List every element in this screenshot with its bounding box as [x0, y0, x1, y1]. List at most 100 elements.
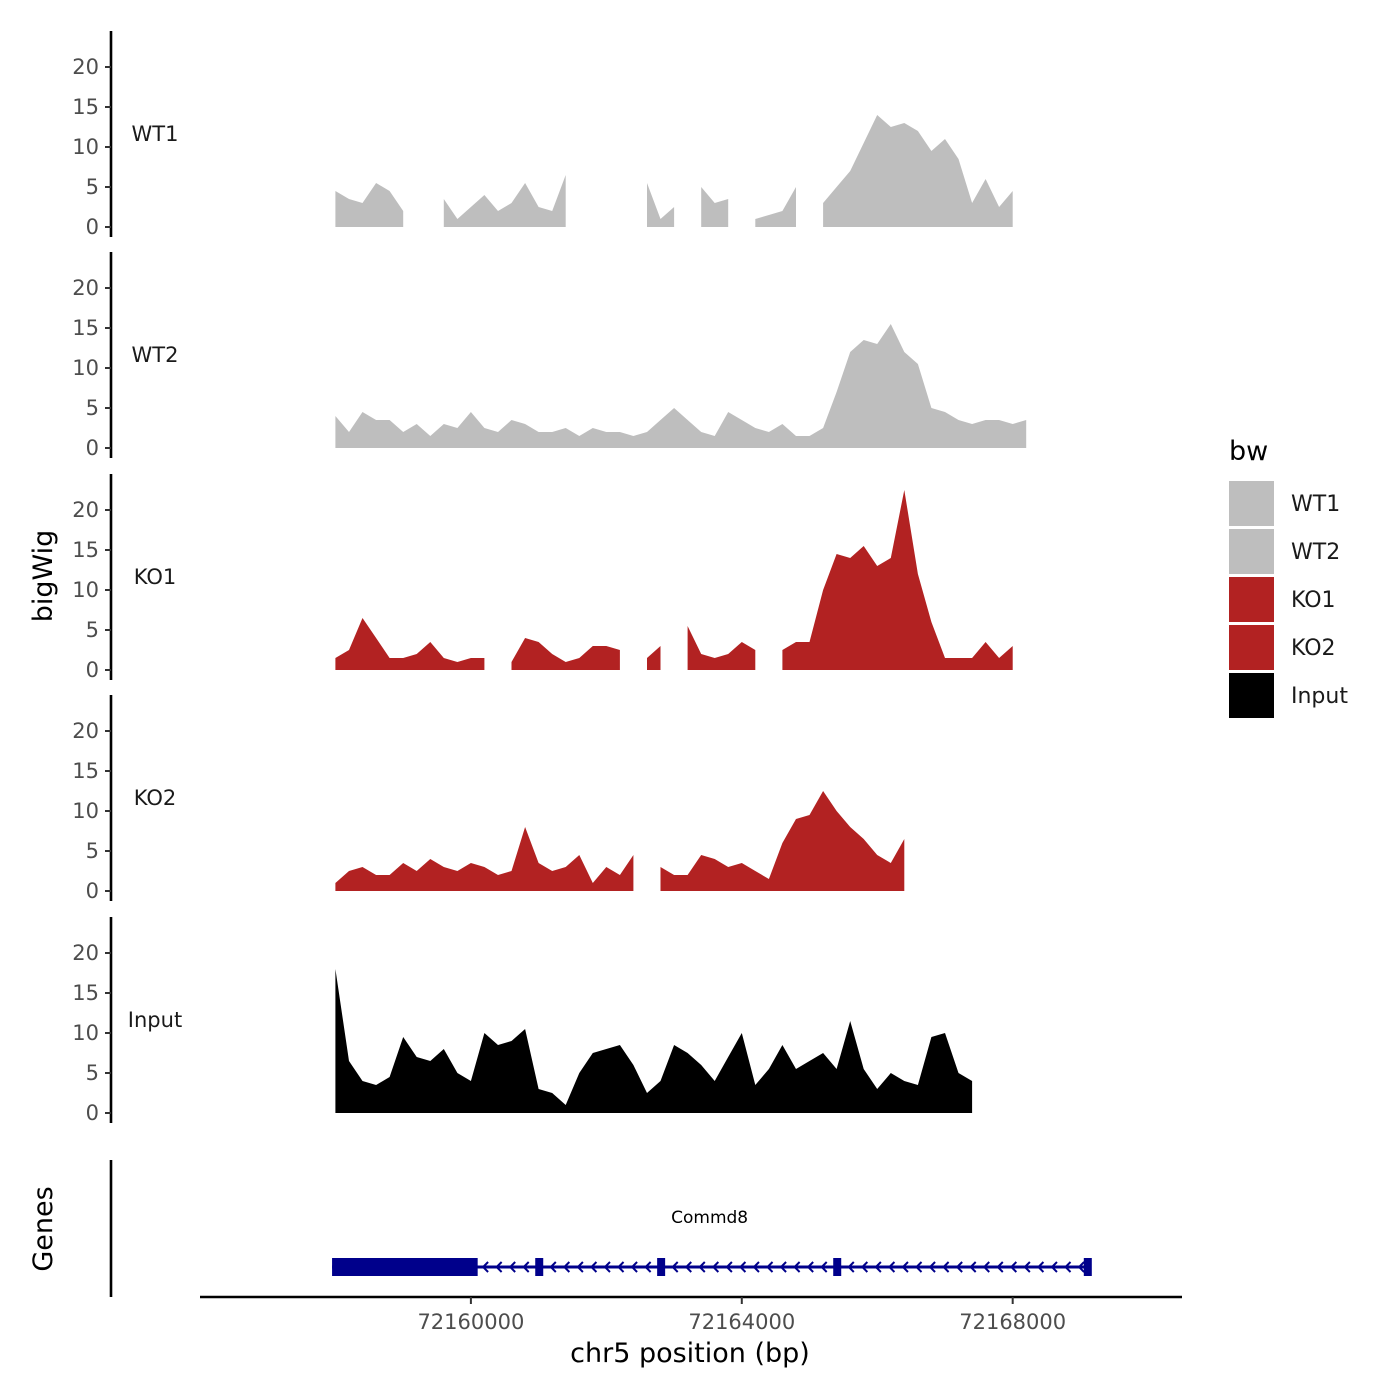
area-ko1-1: [335, 618, 485, 670]
strand-chevron-31: [888, 1261, 896, 1273]
x-axis: 72160000 72164000 72168000: [200, 1295, 1182, 1334]
strand-chevron-20: [739, 1261, 747, 1273]
y-tick-label-wt2-15: 15: [72, 316, 99, 340]
legend-key-ko2: [1229, 625, 1274, 670]
gene-exon-3: [833, 1258, 842, 1276]
strand-chevron-26: [820, 1261, 828, 1273]
strand-chevron-19: [725, 1261, 733, 1273]
y-tick-label-wt1-0: 0: [86, 215, 99, 239]
strand-chevron-5: [535, 1261, 543, 1273]
legend-key-wt1: [1229, 481, 1274, 526]
strand-chevron-27: [833, 1261, 841, 1273]
strand-chevron-16: [684, 1261, 692, 1273]
gene-exon-utr: [332, 1258, 478, 1276]
track-ko1: 0 5 10 15 20 KO1: [72, 474, 1013, 682]
area-wt1-1: [335, 183, 404, 227]
area-wt1-5: [701, 187, 729, 227]
x-tick-label-72160000: 72160000: [417, 1310, 524, 1334]
y-tick-label-ko2-0: 0: [86, 879, 99, 903]
legend-label-ko2: KO2: [1291, 636, 1336, 661]
area-ko2-2: [660, 791, 905, 891]
y-tick-label-ko2-15: 15: [72, 759, 99, 783]
strand-chevron-17: [698, 1261, 706, 1273]
strand-chevron-18: [711, 1261, 720, 1273]
area-ko1-5: [782, 490, 1013, 670]
y-tick-label-input-15: 15: [72, 981, 99, 1005]
y-tick-label-ko2-20: 20: [72, 719, 99, 743]
track-label-wt1: WT1: [132, 122, 179, 146]
strand-chevron-15: [671, 1261, 679, 1273]
legend-label-wt2: WT2: [1291, 540, 1340, 565]
legend-label-wt1: WT1: [1291, 492, 1340, 517]
strand-chevron-42: [1037, 1261, 1045, 1273]
y-tick-label-wt1-15: 15: [72, 95, 99, 119]
y-tick-label-wt1-10: 10: [72, 135, 99, 159]
strand-chevron-24: [793, 1261, 801, 1273]
strand-chevron-35: [942, 1261, 950, 1273]
y-tick-label-input-10: 10: [72, 1021, 99, 1045]
strand-chevron-32: [901, 1261, 909, 1273]
y-tick-label-input-0: 0: [86, 1101, 99, 1125]
strand-chevron-40: [1009, 1261, 1018, 1273]
strand-chevron-11: [617, 1261, 625, 1273]
x-tick-label-72164000: 72164000: [688, 1310, 795, 1334]
legend-key-wt2: [1229, 529, 1274, 574]
track-label-wt2: WT2: [132, 343, 179, 367]
strand-chevron-1: [481, 1261, 489, 1273]
area-ko2-1: [335, 827, 634, 891]
y-tick-label-wt2-20: 20: [72, 276, 99, 300]
strand-chevron-14: [657, 1261, 665, 1273]
legend-key-input: [1229, 673, 1274, 718]
strand-chevron-37: [969, 1261, 977, 1273]
y-tick-label-wt2-5: 5: [86, 396, 99, 420]
y-tick-label-ko2-5: 5: [86, 839, 99, 863]
track-label-ko1: KO1: [134, 565, 177, 589]
strand-chevron-44: [1064, 1261, 1072, 1273]
gene-label: Commd8: [671, 1208, 748, 1228]
strand-chevron-9: [590, 1261, 598, 1273]
strand-chevron-30: [874, 1261, 882, 1273]
track-input: 0 5 10 15 20 Input: [72, 917, 973, 1125]
track-wt2: 0 5 10 15 20 WT2: [72, 252, 1027, 460]
y-tick-label-ko1-0: 0: [86, 658, 99, 682]
strand-chevron-21: [752, 1261, 760, 1273]
legend-title: bw: [1229, 436, 1268, 467]
area-wt1-6: [755, 187, 796, 227]
strand-chevron-39: [996, 1261, 1004, 1273]
legend-label-input: Input: [1291, 684, 1348, 709]
y-tick-label-input-20: 20: [72, 941, 99, 965]
strand-chevron-22: [766, 1261, 774, 1273]
area-ko1-4: [687, 626, 756, 670]
track-label-input: Input: [128, 1008, 182, 1032]
legend: bw WT1 WT2 KO1 KO2 Input: [1229, 436, 1348, 718]
strand-chevron-4: [522, 1261, 530, 1273]
y-axis-title: bigWig: [28, 530, 59, 623]
genes-panel-title: Genes: [28, 1186, 59, 1271]
area-ko1-2: [511, 638, 620, 670]
y-tick-label-input-5: 5: [86, 1061, 99, 1085]
area-input-1: [335, 969, 973, 1113]
strand-chevron-13: [644, 1261, 652, 1273]
strand-chevron-12: [630, 1261, 638, 1273]
y-tick-label-ko1-15: 15: [72, 538, 99, 562]
area-wt1-7: [823, 115, 1013, 227]
area-wt1-2: [443, 175, 566, 227]
strand-chevron-29: [860, 1261, 869, 1273]
strand-chevron-28: [847, 1261, 855, 1273]
strand-chevron-36: [955, 1261, 963, 1273]
strand-chevron-25: [806, 1261, 814, 1273]
y-tick-label-wt2-10: 10: [72, 356, 99, 380]
y-tick-label-wt1-5: 5: [86, 175, 99, 199]
gene-exon-2: [657, 1258, 666, 1276]
strand-chevron-34: [928, 1261, 936, 1273]
track-label-ko2: KO2: [134, 786, 177, 810]
strand-chevron-2: [495, 1261, 503, 1273]
strand-chevron-6: [549, 1261, 557, 1273]
coverage-tracks: 0 5 10 15 20 WT1 0 5 10 15 20 WT2 0 5 10 15 20 KO1 0 5 10 15 2…: [72, 31, 1027, 1125]
track-ko2: 0 5 10 15 20 KO2: [72, 695, 905, 903]
y-tick-label-ko1-10: 10: [72, 578, 99, 602]
legend-label-ko1: KO1: [1291, 588, 1336, 613]
legend-key-ko1: [1229, 577, 1274, 622]
y-tick-label-ko2-10: 10: [72, 799, 99, 823]
